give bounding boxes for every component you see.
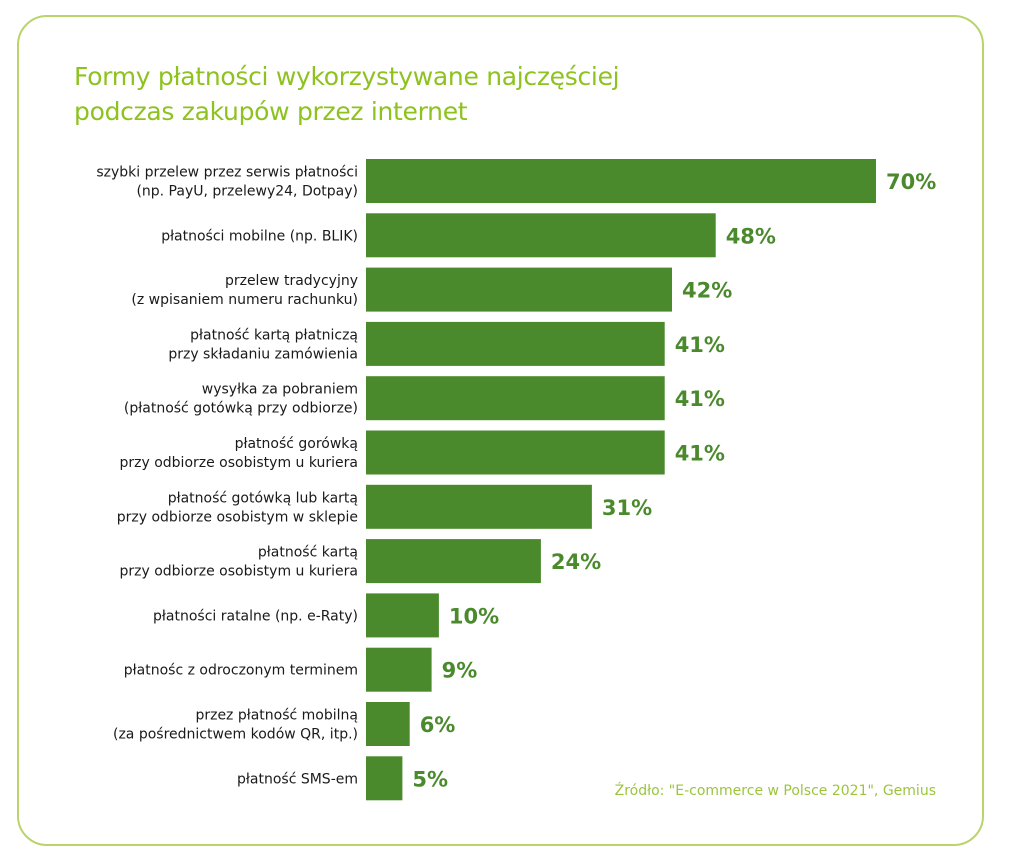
chart-title-line-1: Formy płatności wykorzystywane najczęści… [74, 62, 620, 91]
category-label-6-line-2: przy odbiorze osobistym u kuriera [119, 455, 358, 471]
category-label-11-line-1: przez płatność mobilną [195, 708, 358, 724]
bar-9 [366, 593, 439, 638]
category-label-9-line-1: płatności ratalne (np. e-Raty) [153, 608, 358, 624]
category-label-2-line-1: płatności mobilne (np. BLIK) [161, 228, 358, 244]
category-label-9: płatności ratalne (np. e-Raty) [153, 608, 358, 624]
category-label-12-line-1: płatność SMS-em [237, 771, 358, 787]
category-label-5-line-2: (płatność gotówką przy odbiorze) [124, 401, 358, 417]
category-label-10-line-1: płatnośc z odroczonym terminem [124, 663, 358, 679]
category-label-8-line-1: płatność kartą [258, 545, 358, 561]
value-label-5: 41% [675, 387, 725, 411]
bar-12 [366, 756, 403, 801]
value-label-8: 24% [551, 550, 601, 574]
category-label-7-line-1: płatność gotówką lub kartą [168, 490, 358, 506]
category-label-6: płatność gorówką przy odbiorze osobistym … [119, 436, 358, 471]
category-label-4-line-2: przy składaniu zamówienia [168, 346, 358, 362]
chart-title: Formy płatności wykorzystywane najczęści… [74, 59, 620, 129]
category-label-8-line-2: przy odbiorze osobistym u kuriera [119, 564, 358, 580]
chart-frame [17, 15, 984, 846]
bar-1 [366, 159, 876, 203]
category-label-5: wysyłka za pobraniem (płatność gotówką pr… [124, 382, 358, 417]
value-label-4: 41% [675, 333, 725, 357]
category-label-10: płatnośc z odroczonym terminem [124, 663, 358, 679]
category-label-7: płatność gotówką lub kartą przy odbiorze … [117, 490, 358, 525]
bar-10 [366, 647, 432, 692]
value-label-3: 42% [682, 279, 732, 303]
bar-4 [366, 321, 665, 366]
category-label-1-line-2: (np. PayU, przelewy24, Dotpay) [136, 184, 358, 200]
value-label-11: 6% [420, 713, 456, 737]
bar-2 [366, 213, 716, 258]
value-label-6: 41% [675, 442, 725, 466]
value-label-1: 70% [886, 170, 936, 194]
category-label-8: płatność kartą przy odbiorze osobistym u … [119, 545, 358, 580]
bar-7 [366, 484, 592, 529]
source-note: Źródło: "E-commerce w Polsce 2021", Gemi… [614, 783, 936, 799]
value-label-9: 10% [449, 604, 499, 628]
category-label-5-line-1: wysyłka za pobraniem [202, 382, 358, 398]
category-label-6-line-1: płatność gorówką [235, 436, 358, 452]
category-label-12: płatność SMS-em [237, 771, 358, 787]
category-label-1-line-1: szybki przelew przez serwis płatności [96, 165, 358, 181]
category-label-11: przez płatność mobilną (za pośrednictwem … [113, 708, 358, 743]
category-label-4-line-1: płatność kartą płatniczą [190, 327, 358, 343]
value-label-7: 31% [602, 496, 652, 520]
category-label-1: szybki przelew przez serwis płatności (np… [96, 165, 358, 200]
value-label-12: 5% [412, 767, 448, 791]
category-label-3-line-2: (z wpisaniem numeru rachunku) [131, 292, 358, 308]
bar-8 [366, 539, 541, 584]
category-label-2: płatności mobilne (np. BLIK) [161, 228, 358, 244]
bar-5 [366, 376, 665, 421]
category-label-11-line-2: (za pośrednictwem kodów QR, itp.) [113, 727, 358, 743]
category-label-4: płatność kartą płatniczą przy składaniu z… [168, 327, 358, 362]
value-label-2: 48% [726, 224, 776, 248]
bar-6 [366, 430, 665, 475]
value-label-10: 9% [442, 659, 478, 683]
bar-11 [366, 702, 410, 746]
bar-3 [366, 267, 672, 312]
category-label-3: przelew tradycyjny (z wpisaniem numeru ra… [131, 273, 358, 308]
chart-title-line-2: podczas zakupów przez internet [74, 97, 468, 126]
category-label-3-line-1: przelew tradycyjny [225, 273, 358, 289]
category-label-7-line-2: przy odbiorze osobistym w sklepie [117, 509, 358, 525]
